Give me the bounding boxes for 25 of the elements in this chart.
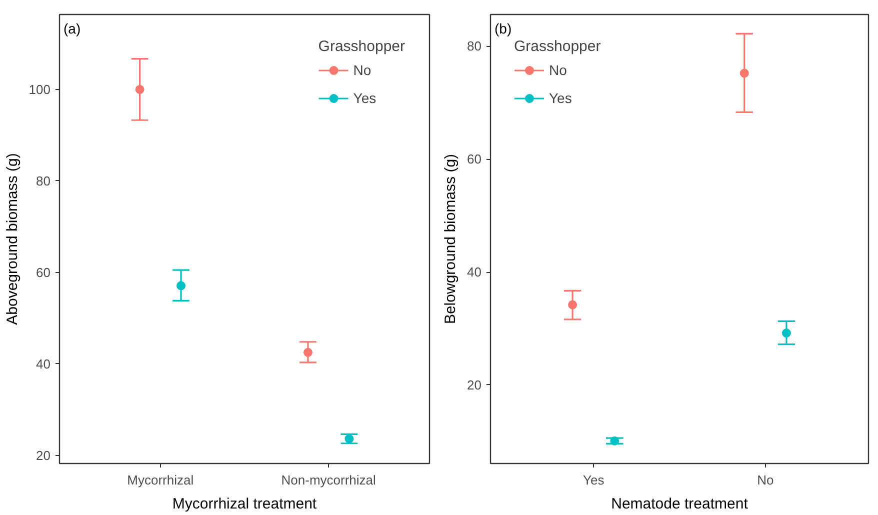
y-axis-title: Aboveground biomass (g) (4, 153, 21, 325)
x-axis-title: Mycorrhizal treatment (172, 496, 318, 512)
y-tick-label: 60 (467, 152, 482, 167)
y-tick-label: 100 (28, 82, 51, 97)
x-tick-label: Mycorrhizal (127, 472, 194, 488)
x-axis-title: Nematode treatment (611, 496, 749, 512)
x-tick-label: Non-mycorrhizal (281, 472, 376, 488)
y-tick-label: 80 (467, 38, 482, 54)
x-tick-label: Yes (582, 472, 605, 488)
x-tick-label: No (757, 472, 774, 488)
legend-title: Grasshopper (514, 38, 601, 55)
annotation: (a) (64, 20, 81, 36)
y-tick-label: 20 (467, 377, 482, 392)
legend-label: Yes (549, 90, 572, 106)
legend-title: Grasshopper (318, 38, 405, 55)
y-tick-label: 80 (36, 173, 51, 188)
y-tick-label: 60 (36, 264, 51, 280)
y-tick-label: 40 (36, 356, 51, 372)
y-tick-label: 20 (36, 448, 51, 463)
legend-label: No (549, 62, 568, 78)
y-tick-label: 40 (467, 264, 482, 280)
annotation: (b) (494, 20, 512, 36)
legend-label: Yes (353, 90, 376, 106)
y-axis-title: Belowground biomass (g) (442, 154, 460, 324)
legend-label: No (353, 62, 372, 78)
